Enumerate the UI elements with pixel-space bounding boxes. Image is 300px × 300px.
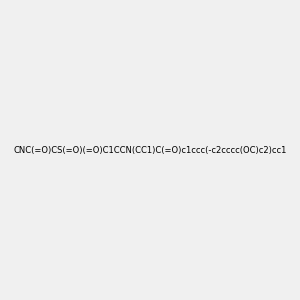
Text: CNC(=O)CS(=O)(=O)C1CCN(CC1)C(=O)c1ccc(-c2cccc(OC)c2)cc1: CNC(=O)CS(=O)(=O)C1CCN(CC1)C(=O)c1ccc(-c… (13, 146, 287, 154)
